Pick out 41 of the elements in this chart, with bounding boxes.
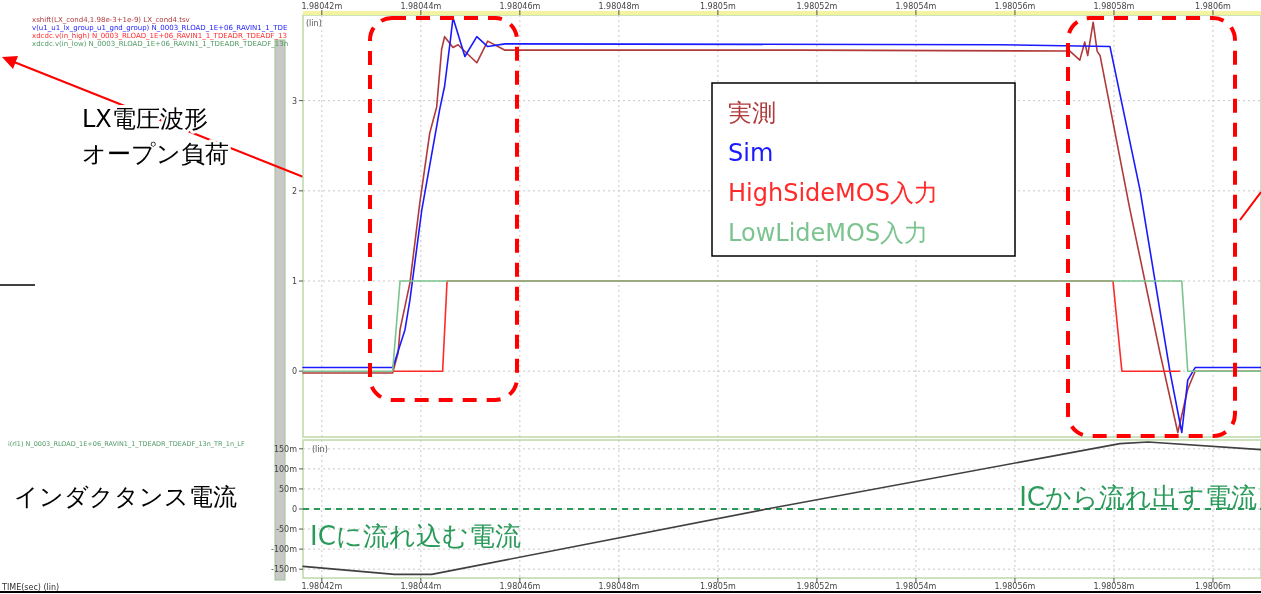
x-tick-label: 1.98058m (1093, 582, 1135, 591)
text: TIME(sec) (lin) (1, 583, 60, 592)
x-tick-label: 1.98056m (994, 2, 1036, 11)
y-tick-label: 50m (279, 484, 298, 494)
text: HighSideMOS入力 (728, 179, 938, 207)
y-tick-label: 0 (291, 367, 297, 377)
x-tick-label: 1.98054m (895, 2, 937, 11)
y-tick-label: 150m (273, 444, 298, 454)
x-tick-label: 1.98054m (895, 582, 937, 591)
y-tick-label: 0 (291, 505, 297, 514)
x-tick-label: 1.98042m (301, 2, 343, 11)
text: Sim (728, 139, 774, 167)
x-tick-label: 1.9805m (699, 582, 736, 591)
y-tick-label: -150m (271, 565, 298, 575)
y-tick-label: 1 (291, 277, 297, 286)
x-tick-label: 1.98052m (796, 582, 838, 591)
x-tick-label: 1.98048m (598, 2, 640, 11)
x-tick-label: 1.98058m (1093, 2, 1135, 11)
x-tick-label: 1.98052m (796, 2, 838, 11)
text: オープン負荷 (82, 140, 229, 168)
annotation: (lin) (312, 445, 328, 454)
x-tick-label: 1.98046m (499, 582, 541, 591)
y-tick-label: 100m (273, 464, 298, 474)
x-tick-label: 1.98048m (598, 582, 640, 591)
x-tick-label: 1.9806m (1195, 2, 1232, 11)
series-label: LowLideMOS入力 (728, 219, 929, 247)
x-tick-label: 1.9806m (1195, 582, 1232, 591)
annotation: ICに流れ込む電流 (310, 521, 521, 551)
y-tick-label: -50m (276, 525, 298, 535)
x-tick-label: 1.98044m (400, 2, 442, 11)
text: 実測 (728, 99, 776, 127)
y-tick-label: 2 (291, 186, 297, 196)
annotation: (lin) (306, 19, 322, 28)
x-tick-label: 1.98046m (499, 2, 541, 11)
y-tick-label: -100m (271, 545, 298, 555)
text: インダクタンス電流 (14, 483, 237, 511)
x-tick-label: 1.9805m (699, 2, 736, 11)
y-tick-label: 3 (291, 96, 297, 106)
x-tick-label: 1.98056m (994, 582, 1036, 591)
x-tick-label: 1.98044m (400, 582, 442, 591)
x-tick-label: 1.98042m (301, 582, 343, 591)
